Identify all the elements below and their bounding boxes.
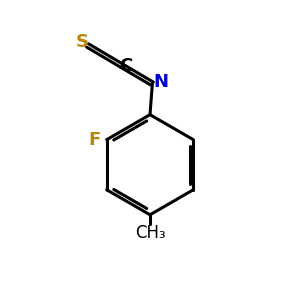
Text: CH₃: CH₃ <box>135 224 165 242</box>
Text: N: N <box>153 73 168 91</box>
Text: S: S <box>76 33 89 51</box>
Text: C: C <box>119 57 133 75</box>
Text: F: F <box>88 131 100 149</box>
